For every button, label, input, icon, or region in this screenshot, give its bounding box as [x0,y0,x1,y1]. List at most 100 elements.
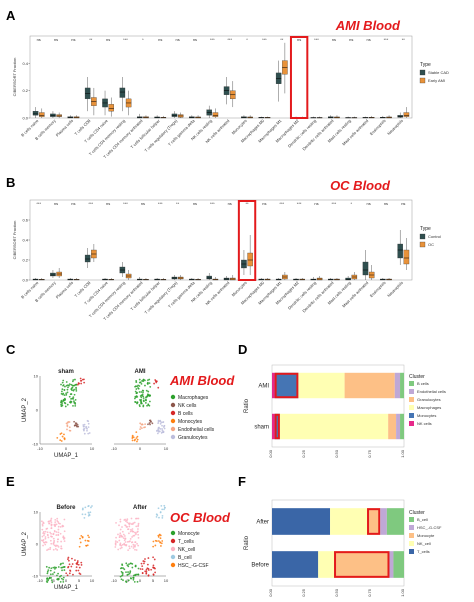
umap-point [124,538,127,540]
umap-point [126,540,129,543]
umap-point [63,518,66,521]
umap-point [53,541,55,544]
significance-label: ns [54,201,58,206]
umap-point [121,574,123,577]
umap-point [120,535,123,538]
umap-point [145,572,148,575]
significance-label: ns [332,37,336,42]
umap-point [67,559,70,562]
significance-label: ns [384,201,388,206]
umap-point [153,382,156,385]
y-tick-label: -10 [32,442,39,447]
significance-label: ns [297,37,301,42]
umap-point [64,405,67,408]
significance-label: *** [262,37,267,42]
legend-title: Cluster [409,510,425,516]
umap-point [122,567,125,570]
umap-point [136,391,138,394]
umap-point [144,384,146,387]
umap-point [49,546,52,549]
umap-point [46,531,49,534]
legend-swatch [409,413,414,418]
umap-point [67,556,70,559]
category-label: AMI [258,384,269,390]
stacked-bar-f: After Before Ratio 0.00 0.25 0.50 0.75 1.00 Clus… [244,499,442,597]
umap-point [77,563,80,566]
umap-point [136,542,138,545]
legend-swatch [409,517,414,522]
umap-point [116,541,119,543]
bar-segment-monocytes [274,413,280,440]
umap-point [47,548,50,551]
significance-label: ns [193,201,197,206]
y-tick-label: 0.0 [22,116,28,121]
umap-point [67,421,70,423]
umap-point [135,517,137,520]
umap-point [41,523,44,526]
umap-point [60,562,62,565]
umap-point [41,535,44,538]
legend-label: Macrophages [178,395,209,401]
umap-point [136,438,139,441]
umap-point [71,557,73,560]
umap-point [46,572,49,575]
legend-label: Monocytes [417,413,436,418]
umap-point [83,378,85,381]
box-control [50,272,56,277]
umap-point [137,533,140,536]
umap-point [87,505,90,508]
umap-plot-e: Before -10 0 10 UMAP_2 -10 -5 0 5 10 UMAP_1 After -1… [22,504,209,591]
umap-point [56,517,59,520]
umap-point [55,544,58,547]
umap-point [115,521,117,524]
umap-point [53,524,56,526]
umap-point [121,526,123,528]
umap-point [47,569,50,572]
umap-point [163,508,165,511]
umap-point [53,544,56,547]
umap-point [88,513,91,516]
umap-point [61,390,63,393]
umap-point [78,566,81,569]
umap-point [147,404,150,406]
umap-point [60,403,62,406]
legend-swatch [409,549,414,554]
umap-point [57,522,60,525]
umap-point [146,379,149,382]
umap-point [53,539,56,542]
umap-point [135,381,138,384]
umap-point [70,398,72,400]
significance-label: ns [193,37,197,42]
umap-point [161,516,164,519]
legend-swatch [409,541,414,546]
significance-label: ns [106,201,110,206]
umap-point [50,532,52,535]
umap-point [62,536,65,539]
umap-point [161,424,163,427]
umap-point [128,540,131,543]
umap-point [148,422,151,424]
umap-point [131,563,134,565]
bar-segment-b-cells [400,372,404,399]
y-axis-label: UMAP_2 [22,531,28,556]
legend-label: B cells [178,411,193,417]
umap-point [123,543,126,546]
bar-segment-macrophages [298,372,345,399]
bar-segment-b-cell [393,551,404,578]
umap-point [120,578,123,581]
umap-point [138,381,141,384]
umap-point [139,395,142,397]
legend-label: T_cells [417,549,430,554]
umap-point [68,384,70,387]
umap-point [57,531,60,534]
umap-point [162,430,165,433]
legend-label: Stable CAD [428,70,449,75]
highlight-box [334,551,390,578]
umap-point [134,438,136,441]
umap-point [75,569,78,572]
umap-point [49,531,52,534]
umap-point [44,536,47,538]
x-tick-label: Monocytes [231,118,248,135]
significance-label: ns [262,201,266,206]
umap-point [84,506,87,509]
